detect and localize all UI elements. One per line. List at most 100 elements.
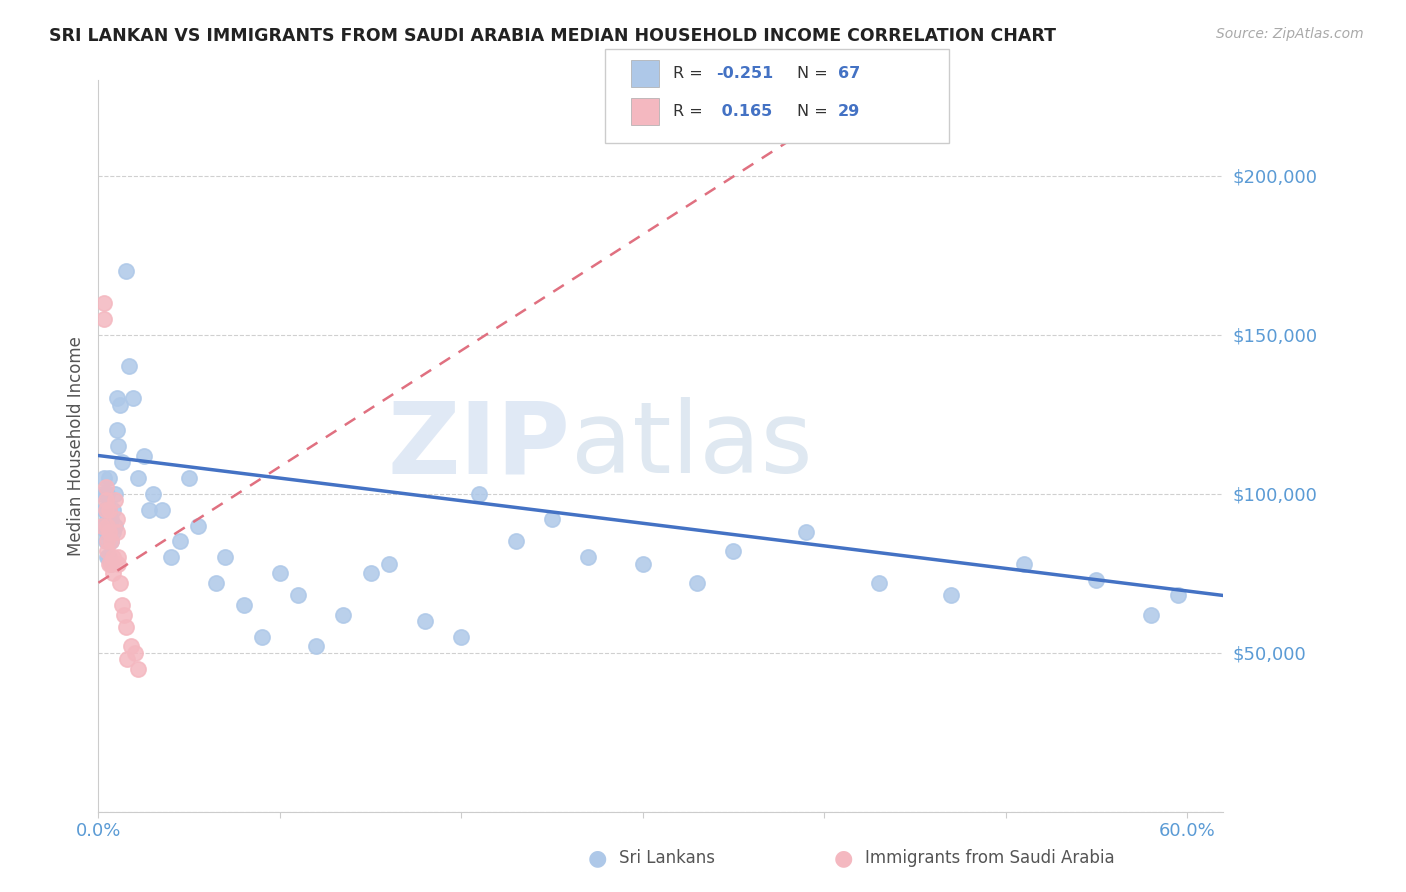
Point [105,392,128,406]
Point [187,518,209,533]
Point [98,524,121,539]
Point [94,486,117,500]
Point [107,550,129,565]
Point [98,502,121,516]
Point [100,534,122,549]
Point [127,662,149,676]
Point [179,471,201,485]
Point [107,439,129,453]
Text: ZIP: ZIP [388,398,571,494]
Point [377,557,399,571]
Point [132,449,155,463]
Text: N =: N = [797,104,834,119]
Point [120,640,142,654]
Point [91,486,114,500]
Text: R =: R = [673,104,709,119]
Point [111,455,134,469]
Point [101,550,124,565]
Point [98,550,121,565]
Point [111,598,134,612]
Point [98,557,121,571]
Point [98,471,121,485]
Point [118,359,141,374]
Point [94,480,117,494]
Point [150,502,173,516]
Point [93,518,115,533]
Point [723,544,745,558]
Point [160,550,183,565]
Point [138,502,160,516]
Point [94,502,117,516]
Point [94,524,117,539]
Point [287,589,309,603]
Point [98,502,121,516]
Point [541,512,564,526]
Point [1139,607,1161,622]
Point [232,598,254,612]
Point [114,620,136,634]
Point [939,589,962,603]
Point [104,518,127,533]
Point [100,557,122,571]
Point [214,550,236,565]
Point [117,652,139,666]
Point [576,550,599,565]
Point [205,575,228,590]
Point [94,502,117,516]
Point [104,486,127,500]
Point [101,502,124,516]
Point [105,423,128,437]
Point [100,534,122,549]
Point [96,486,118,500]
Point [96,524,118,539]
Point [794,524,817,539]
Point [94,534,117,549]
Point [93,296,115,310]
Point [101,566,124,581]
Point [108,398,131,412]
Point [100,557,122,571]
Point [468,486,491,500]
Point [96,502,118,516]
Point [127,471,149,485]
Text: Immigrants from Saudi Arabia: Immigrants from Saudi Arabia [865,849,1115,867]
Point [1012,557,1035,571]
Point [505,534,527,549]
Text: N =: N = [797,66,834,80]
Point [108,575,131,590]
Point [169,534,191,549]
Text: -0.251: -0.251 [716,66,773,80]
Point [631,557,654,571]
Text: R =: R = [673,66,709,80]
Text: Sri Lankans: Sri Lankans [619,849,714,867]
Point [105,524,128,539]
Point [100,512,122,526]
Point [105,512,128,526]
Point [104,493,127,508]
Point [332,607,354,622]
Point [93,471,115,485]
Point [122,392,145,406]
Point [93,502,115,516]
Point [1085,573,1108,587]
Point [93,311,115,326]
Point [96,544,118,558]
Point [1167,589,1189,603]
Point [124,646,146,660]
Text: 67: 67 [838,66,860,80]
Point [686,575,709,590]
Point [96,534,118,549]
Point [112,607,135,622]
Point [96,550,118,565]
Text: ●: ● [834,848,853,868]
Point [91,518,114,533]
Point [94,493,117,508]
Point [360,566,382,581]
Text: 29: 29 [838,104,860,119]
Point [98,524,121,539]
Point [101,524,124,539]
Text: 0.165: 0.165 [716,104,772,119]
Point [250,630,273,644]
Text: ●: ● [588,848,607,868]
Point [96,518,118,533]
